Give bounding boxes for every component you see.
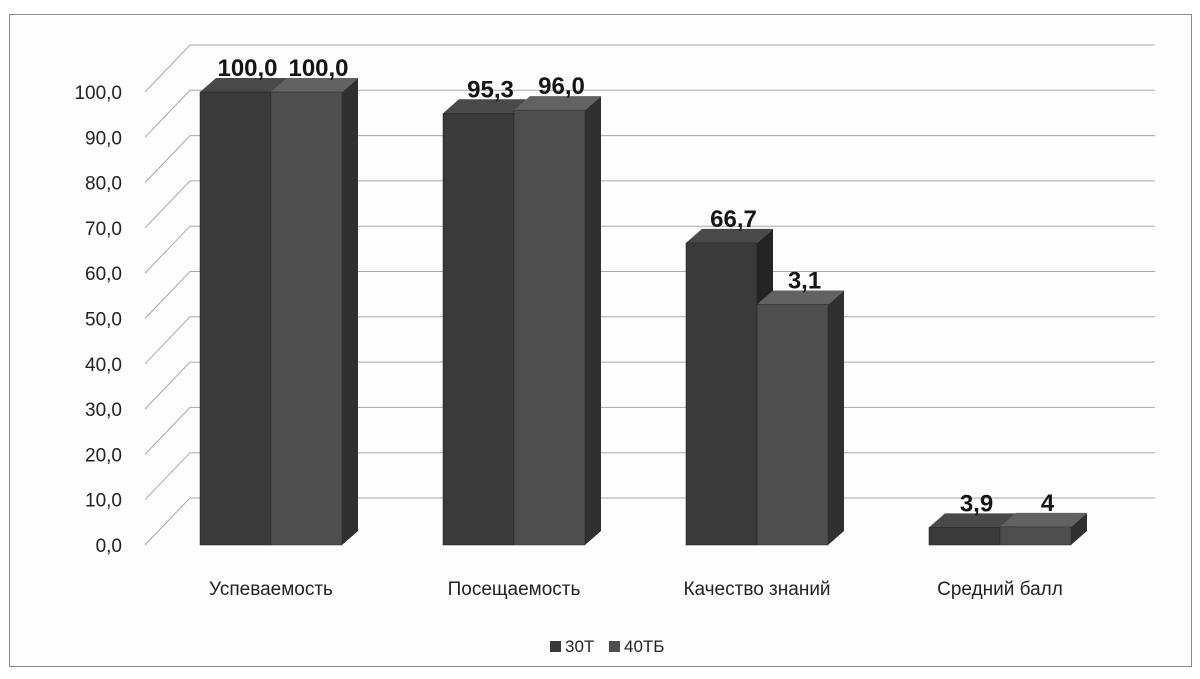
category-label: Средний балл — [937, 579, 1063, 600]
gridline — [144, 44, 1155, 93]
bar — [756, 304, 829, 546]
gridline — [144, 135, 1155, 183]
data-label: 3,9 — [960, 490, 993, 517]
data-label: 96,0 — [538, 73, 585, 100]
y-tick-label: 70,0 — [85, 219, 122, 240]
data-label: 100,0 — [217, 55, 277, 82]
legend: 30Т 40ТБ — [550, 637, 664, 656]
y-tick-label: 100,0 — [74, 83, 122, 104]
data-label: 66,7 — [710, 206, 757, 233]
bar — [999, 526, 1072, 546]
gridline — [144, 225, 1155, 274]
bar-side — [585, 96, 601, 546]
gridline — [144, 271, 1155, 319]
legend-label: 30Т — [565, 637, 594, 656]
bar-top — [271, 78, 358, 92]
bar-side — [1071, 512, 1087, 545]
bar — [685, 242, 758, 546]
y-tick-label: 30,0 — [85, 400, 122, 421]
bar — [199, 91, 272, 546]
gridline — [144, 180, 1155, 229]
category-label: Успеваемость — [209, 579, 333, 600]
legend-label: 40ТБ — [624, 637, 664, 656]
gridline — [144, 89, 1155, 138]
bar-side — [342, 78, 358, 545]
bar-top — [200, 78, 287, 92]
category-label: Посещаемость — [448, 579, 581, 600]
bar-top — [443, 99, 530, 114]
bar-top — [757, 290, 844, 305]
category-label: Качество знаний — [683, 579, 830, 600]
data-label: 3,1 — [788, 267, 821, 294]
y-tick-label: 40,0 — [85, 355, 122, 376]
gridlines — [144, 44, 1155, 546]
bar-top — [1000, 512, 1087, 527]
data-label: 4 — [1041, 490, 1055, 517]
y-tick-label: 90,0 — [85, 128, 122, 149]
bar-chart-3d: 0,0 10,0 20,0 30,0 40,0 50,0 60,0 70,0 80,0 90,0 1… — [74, 44, 1155, 656]
y-tick-label: 10,0 — [85, 491, 122, 512]
data-labels: 100,0 100,0 95,3 96,0 66,7 3,1 3,9 4 — [217, 55, 1054, 517]
y-tick-label: 50,0 — [85, 310, 122, 331]
bar-top — [686, 228, 773, 243]
x-axis-categories: Успеваемость Посещаемость Качество знаний С… — [209, 579, 1063, 600]
y-axis-ticks: 0,0 10,0 20,0 30,0 40,0 50,0 60,0 70,0 80,0 90,0 1… — [74, 83, 122, 557]
y-tick-label: 80,0 — [85, 174, 122, 195]
bar-top — [929, 513, 1016, 528]
y-tick-label: 0,0 — [96, 536, 122, 557]
bar-top — [514, 96, 601, 111]
bar — [270, 91, 343, 546]
bars — [199, 78, 1087, 546]
bar — [513, 109, 586, 546]
data-label: 95,3 — [467, 76, 514, 103]
data-label: 100,0 — [288, 55, 348, 82]
chart-area: 0,0 10,0 20,0 30,0 40,0 50,0 60,0 70,0 80,0 90,0 1… — [9, 14, 1192, 667]
bar — [442, 113, 515, 546]
legend-swatch — [550, 641, 561, 652]
y-tick-label: 60,0 — [85, 264, 122, 285]
y-tick-label: 20,0 — [85, 445, 122, 466]
bar — [928, 527, 1001, 546]
bar-side — [828, 290, 844, 545]
legend-swatch — [609, 641, 620, 652]
